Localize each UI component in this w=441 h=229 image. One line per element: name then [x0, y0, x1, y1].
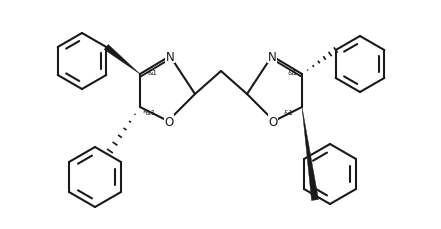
Text: O: O [269, 115, 278, 128]
Text: O: O [164, 115, 174, 128]
Polygon shape [104, 45, 140, 75]
Text: N: N [268, 50, 277, 63]
Text: &1: &1 [284, 109, 294, 115]
Text: &1: &1 [288, 70, 298, 76]
Text: N: N [166, 50, 174, 63]
Text: &1: &1 [147, 70, 157, 76]
Polygon shape [302, 108, 318, 201]
Text: *&1: *&1 [143, 109, 157, 115]
